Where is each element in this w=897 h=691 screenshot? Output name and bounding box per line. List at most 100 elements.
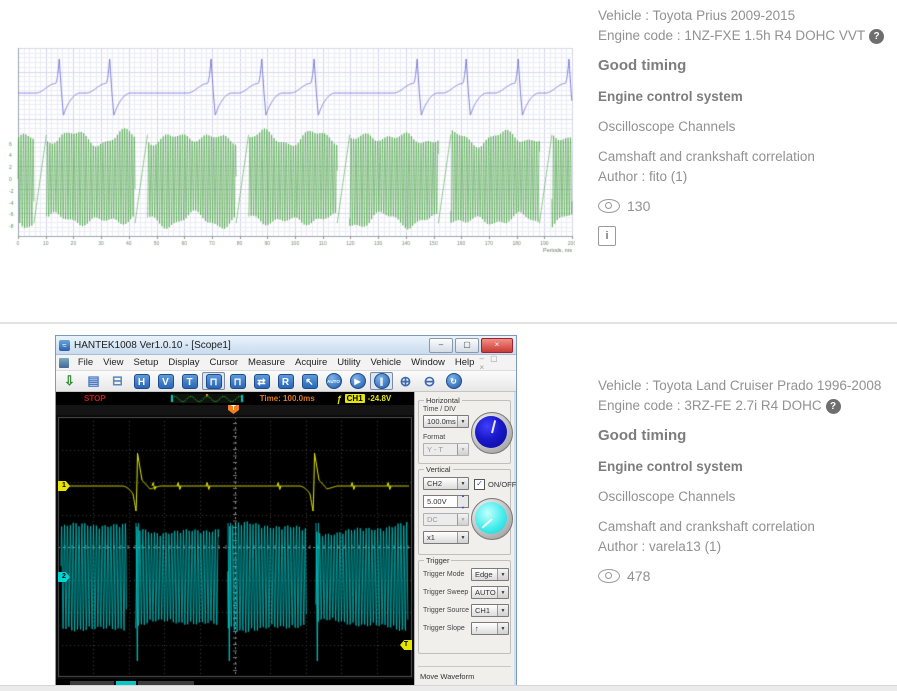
vertical-knob[interactable]	[471, 498, 513, 540]
auto-set-button[interactable]: AUTO	[322, 372, 345, 390]
knob-cap	[475, 416, 507, 448]
category-line: Oscilloscope Channels	[598, 489, 736, 504]
menu-setup[interactable]: Setup	[133, 357, 159, 368]
trigger-position-marker[interactable]: T	[228, 405, 239, 414]
trigger-group-title: Trigger	[424, 556, 452, 565]
channel-value: CH2	[427, 479, 443, 488]
vehicle-line: Vehicle : Toyota Land Cruiser Prado 1996…	[598, 378, 882, 393]
save-icon[interactable]: ▤	[87, 373, 100, 388]
zoom-out-icon[interactable]: ⊖	[423, 372, 436, 389]
wave-glyph-1: ⊓	[205, 373, 222, 389]
trigger-source-select[interactable]: CH1 ▼	[471, 604, 509, 617]
trigger-slope-select[interactable]: ↑ ▼	[471, 622, 509, 635]
waveform-normal-icon[interactable]: ⊓	[202, 372, 225, 390]
format-select: Y - T ▼	[423, 443, 469, 456]
subcategory-line: Camshaft and crankshaft correlation	[598, 519, 815, 534]
horizontal-group-title: Horizontal	[424, 396, 462, 405]
maximize-button[interactable]: ▢	[455, 337, 479, 353]
refresh-button[interactable]: ↻	[442, 372, 465, 390]
waveform-thumbnail-1[interactable]	[8, 45, 575, 257]
mdi-window-controls[interactable]: – ▢ ×	[479, 353, 500, 372]
ch2-marker[interactable]: 2	[58, 572, 70, 582]
xy-expand-icon[interactable]: ⇄	[250, 372, 273, 390]
help-badge-icon[interactable]: ?	[869, 29, 885, 44]
menu-utility[interactable]: Utility	[337, 357, 361, 368]
trigger-position-row: T	[56, 405, 414, 415]
scope-app-window[interactable]: ≈ HANTEK1008 Ver1.0.10 - [Scope1] – ▢ × …	[55, 335, 517, 686]
volts-div-spinner[interactable]: 5.00V ▲ ▼	[423, 493, 469, 510]
listing-title-link[interactable]: Good timing	[598, 57, 687, 74]
horizontal-knob[interactable]	[471, 412, 513, 454]
author-line: Author : varela13 (1)	[598, 539, 722, 554]
menu-view[interactable]: View	[103, 357, 124, 368]
system-heading: Engine control system	[598, 459, 743, 474]
document-icon	[59, 357, 69, 368]
trigger-sweep-value: AUTO	[475, 588, 496, 597]
views-row: 130	[598, 197, 897, 215]
trigger-source-value: CH1	[475, 606, 491, 615]
trigger-sweep-select[interactable]: AUTO ▼	[471, 586, 509, 599]
toolbar: ⇩ ▤ ⊟ H V T ⊓ ⊓ ⇄ R ↖ AUTO ▶ ∥ ⊕ ⊖ ↻	[56, 371, 516, 392]
channel-select[interactable]: CH2 ▼	[423, 477, 469, 490]
info-icon[interactable]: i	[598, 226, 616, 246]
waveform-scrollbar[interactable]	[56, 679, 414, 685]
dropdown-arrow-icon: ▼	[497, 587, 508, 598]
pause-button[interactable]: ∥	[370, 372, 393, 390]
views-eye-icon	[598, 569, 620, 583]
trigger-setup-button[interactable]: T	[178, 372, 201, 390]
zoom-in-icon[interactable]: ⊕	[399, 372, 412, 389]
window-title: HANTEK1008 Ver1.0.10 - [Scope1]	[74, 339, 231, 351]
menu-cursor[interactable]: Cursor	[209, 357, 239, 368]
status-bar: STOP Time: 100.0ms ƒ CH1 -24.8V	[56, 392, 414, 405]
time-div-label: Time / DIV	[423, 406, 456, 413]
dropdown-arrow-icon: ▼	[457, 478, 468, 489]
spin-up-icon[interactable]: ▲	[461, 492, 465, 498]
menu-acquire[interactable]: Acquire	[295, 357, 328, 368]
trigger-level-marker[interactable]: T	[400, 640, 412, 650]
scroll-thumb[interactable]	[116, 681, 136, 685]
trigger-mode-label: Trigger Mode	[423, 571, 465, 578]
print-icon[interactable]: ⊟	[112, 373, 123, 388]
spin-down-icon[interactable]: ▼	[461, 504, 465, 510]
menu-measure[interactable]: Measure	[248, 357, 286, 368]
trigger-slope-label: Trigger Slope	[423, 625, 465, 632]
wave-glyph-2: ⊓	[229, 373, 246, 389]
ch1-marker[interactable]: 1	[58, 481, 70, 491]
menu-vehicle[interactable]: Vehicle	[370, 357, 402, 368]
horizontal-group: Horizontal Time / DIV 100.0ms ▼ Format Y…	[418, 396, 513, 464]
menu-display[interactable]: Display	[168, 357, 200, 368]
horizontal-setup-button[interactable]: H	[130, 372, 153, 390]
scope-display: 1 2 T	[58, 417, 412, 677]
minimize-button[interactable]: –	[429, 337, 453, 353]
vertical-setup-button[interactable]: V	[154, 372, 177, 390]
views-row: 478	[598, 567, 897, 585]
trigger-mode-select[interactable]: Edge ▼	[471, 568, 509, 581]
display-column: STOP Time: 100.0ms ƒ CH1 -24.8V T 1 2 T	[56, 392, 414, 685]
engine-code-text: Engine code : 3RZ-FE 2.7i R4 DOHC	[598, 398, 822, 413]
time-div-select[interactable]: 100.0ms ▼	[423, 415, 469, 428]
menu-help[interactable]: Help	[454, 357, 475, 368]
help-badge-icon[interactable]: ?	[825, 399, 841, 414]
menu-window[interactable]: Window	[411, 357, 445, 368]
listing-meta-2: Vehicle : Toyota Land Cruiser Prado 1996…	[598, 376, 897, 585]
start-button[interactable]: ▶	[346, 372, 369, 390]
spinner-arrows-icon[interactable]: ▲ ▼	[457, 493, 468, 510]
dropdown-arrow-icon: ▼	[457, 444, 468, 455]
trigger-source-label: Trigger Source	[423, 607, 470, 614]
waveform-average-icon[interactable]: ⊓	[226, 372, 249, 390]
cursor-select-icon[interactable]: ↖	[298, 372, 321, 390]
listing-title-link[interactable]: Good timing	[598, 427, 687, 444]
record-button[interactable]: R	[274, 372, 297, 390]
probe-select[interactable]: x1 ▼	[423, 531, 469, 544]
trigger-sweep-label: Trigger Sweep	[423, 589, 469, 596]
close-button[interactable]: ×	[481, 337, 513, 353]
titlebar: ≈ HANTEK1008 Ver1.0.10 - [Scope1] – ▢ ×	[56, 336, 516, 355]
onoff-checkbox[interactable]: ✓ ON/OFF	[474, 479, 516, 490]
open-file-icon[interactable]: ⇩	[64, 373, 75, 388]
menu-file[interactable]: File	[77, 357, 94, 368]
trigger-slope-value: ↑	[475, 624, 479, 633]
control-panel: Horizontal Time / DIV 100.0ms ▼ Format Y…	[414, 392, 516, 685]
prius-chart-canvas	[8, 45, 575, 257]
views-count: 478	[627, 568, 651, 584]
